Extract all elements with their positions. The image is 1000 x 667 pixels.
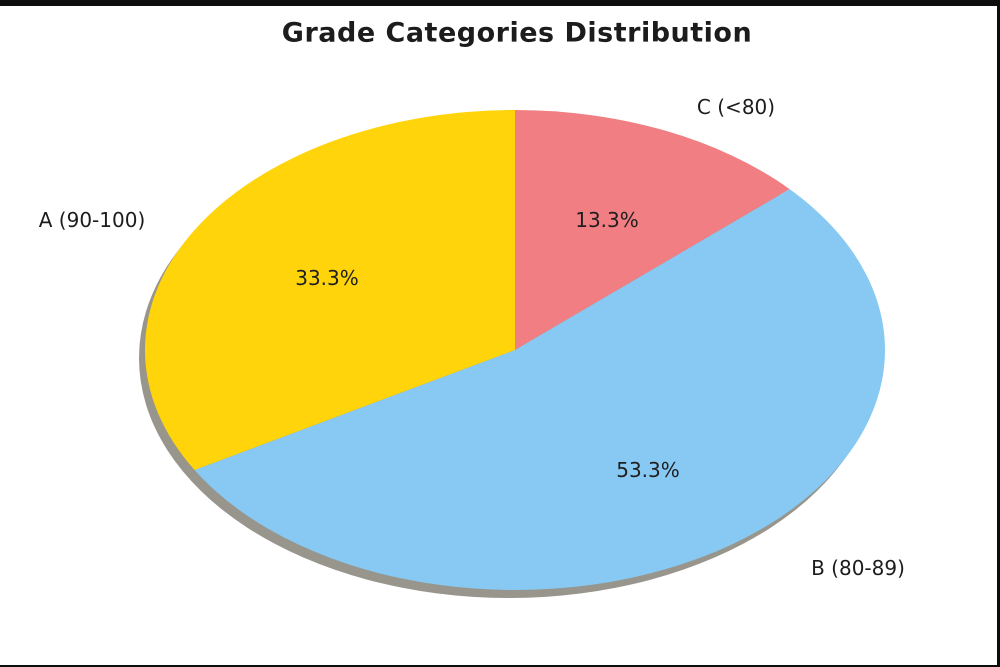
pct-label-b: 53.3% [616,458,680,482]
pie-svg [139,109,885,598]
slice-label-b: B (80-89) [811,556,905,580]
pie-slice-0 [515,109,790,350]
chart-title: Grade Categories Distribution [281,17,753,49]
pie-slice-2 [144,110,516,470]
pct-label-a: 33.3% [295,266,359,290]
pct-label-c: 13.3% [575,208,639,232]
pie-slice-1 [194,189,885,590]
slice-label-c: C (<80) [696,95,776,119]
slice-label-a: A (90-100) [38,208,146,232]
